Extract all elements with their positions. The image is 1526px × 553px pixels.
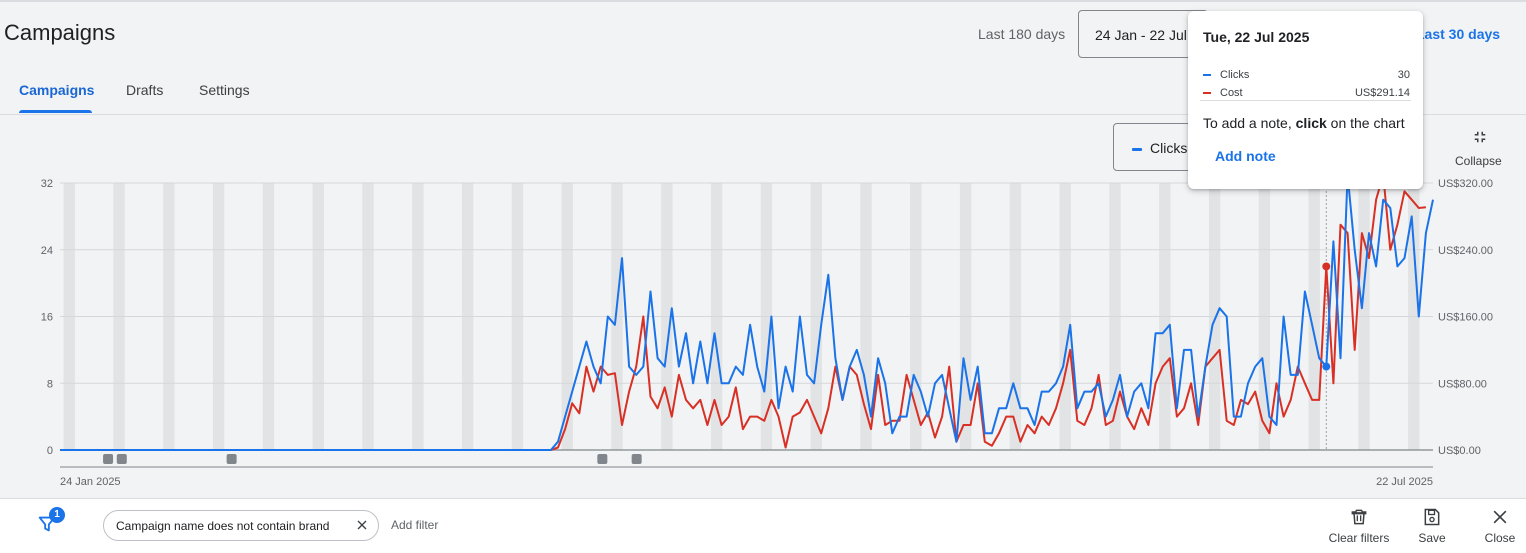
note-marker bbox=[103, 454, 114, 464]
filter-bar: 1 Campaign name does not contain brand A… bbox=[0, 498, 1526, 553]
tooltip-clicks-name: Clicks bbox=[1220, 69, 1250, 81]
tooltip-divider bbox=[1200, 100, 1411, 101]
date-range-value: 24 Jan - 22 Jul bbox=[1095, 27, 1187, 43]
trash-icon bbox=[1351, 509, 1367, 525]
filter-chip[interactable]: Campaign name does not contain brand bbox=[103, 510, 379, 541]
y-left-tick-label: 32 bbox=[41, 178, 53, 190]
metric-chip-label: Clicks bbox=[1150, 140, 1188, 156]
y-right-tick-label: US$160.00 bbox=[1438, 312, 1493, 324]
note-marker bbox=[116, 454, 127, 464]
filter-count-badge: 1 bbox=[49, 507, 65, 523]
close-button[interactable]: Close bbox=[1478, 507, 1522, 549]
tooltip-row-cost: Cost US$291.14 bbox=[1203, 87, 1410, 99]
note-marker bbox=[226, 454, 237, 464]
save-icon bbox=[1424, 508, 1440, 526]
hover-point-cost bbox=[1322, 262, 1331, 271]
x-end-label: 22 Jul 2025 bbox=[1376, 476, 1433, 488]
note-marker bbox=[597, 454, 608, 464]
tooltip-row-clicks: Clicks 30 bbox=[1203, 69, 1410, 81]
tab-drafts[interactable]: Drafts bbox=[126, 82, 164, 98]
clear-filters-label: Clear filters bbox=[1328, 531, 1390, 545]
tab-campaigns[interactable]: Campaigns bbox=[19, 82, 95, 98]
collapse-chart-button[interactable]: Collapse bbox=[1452, 128, 1508, 170]
page-title: Campaigns bbox=[4, 20, 116, 45]
save-label: Save bbox=[1418, 531, 1446, 545]
chart-tooltip: Tue, 22 Jul 2025 Clicks 30 Cost US$291.1… bbox=[1188, 11, 1423, 189]
tab-settings[interactable]: Settings bbox=[199, 82, 250, 98]
top-border bbox=[0, 0, 1526, 2]
hint-suffix: on the chart bbox=[1326, 115, 1405, 131]
cost-swatch bbox=[1203, 92, 1211, 95]
tooltip-date: Tue, 22 Jul 2025 bbox=[1203, 29, 1310, 45]
y-right-tick-label: US$0.00 bbox=[1438, 445, 1481, 457]
y-right-tick-label: US$320.00 bbox=[1438, 178, 1493, 190]
tooltip-cost-name: Cost bbox=[1220, 87, 1243, 99]
date-range-picker[interactable]: 24 Jan - 22 Jul bbox=[1078, 10, 1208, 58]
filter-chip-label: Campaign name does not contain brand bbox=[116, 519, 330, 533]
y-left-tick-label: 8 bbox=[47, 378, 53, 390]
hover-point-clicks bbox=[1322, 362, 1331, 371]
clicks-legend-swatch bbox=[1132, 147, 1142, 151]
add-filter-input[interactable]: Add filter bbox=[391, 518, 439, 532]
y-left-tick-label: 0 bbox=[47, 445, 53, 457]
y-right-tick-label: US$80.00 bbox=[1438, 378, 1487, 390]
save-button[interactable]: Save bbox=[1412, 507, 1452, 549]
close-icon bbox=[1493, 510, 1507, 524]
tooltip-clicks-value: 30 bbox=[1397, 69, 1410, 81]
y-left-tick-label: 24 bbox=[41, 245, 53, 257]
note-marker bbox=[631, 454, 642, 464]
y-right-tick-label: US$240.00 bbox=[1438, 245, 1493, 257]
y-left-tick-label: 16 bbox=[41, 312, 53, 324]
hint-prefix: To add a note, bbox=[1203, 115, 1296, 131]
last-30-days-link[interactable]: Last 30 days bbox=[1416, 26, 1501, 42]
series-line-clicks bbox=[60, 173, 1434, 451]
add-note-button[interactable]: Add note bbox=[1215, 148, 1276, 164]
performance-chart[interactable]: 0 US$0.00 8 US$80.00 16 US$160.00 24 US$240.00 3… bbox=[0, 0, 1526, 498]
clear-filters-button[interactable]: Clear filters bbox=[1322, 507, 1396, 549]
collapse-label: Collapse bbox=[1455, 154, 1502, 168]
close-label: Close bbox=[1484, 531, 1516, 545]
collapse-icon bbox=[1474, 131, 1486, 143]
hint-bold: click bbox=[1295, 115, 1327, 131]
tabs-divider bbox=[0, 114, 1526, 115]
clicks-swatch bbox=[1203, 74, 1211, 77]
active-tab-indicator bbox=[19, 110, 92, 113]
date-range-label: Last 180 days bbox=[978, 26, 1066, 42]
tooltip-hint: To add a note, click on the chart bbox=[1203, 115, 1405, 131]
tooltip-cost-value: US$291.14 bbox=[1354, 87, 1410, 99]
remove-filter-icon[interactable] bbox=[354, 517, 370, 533]
x-start-label: 24 Jan 2025 bbox=[60, 476, 121, 488]
